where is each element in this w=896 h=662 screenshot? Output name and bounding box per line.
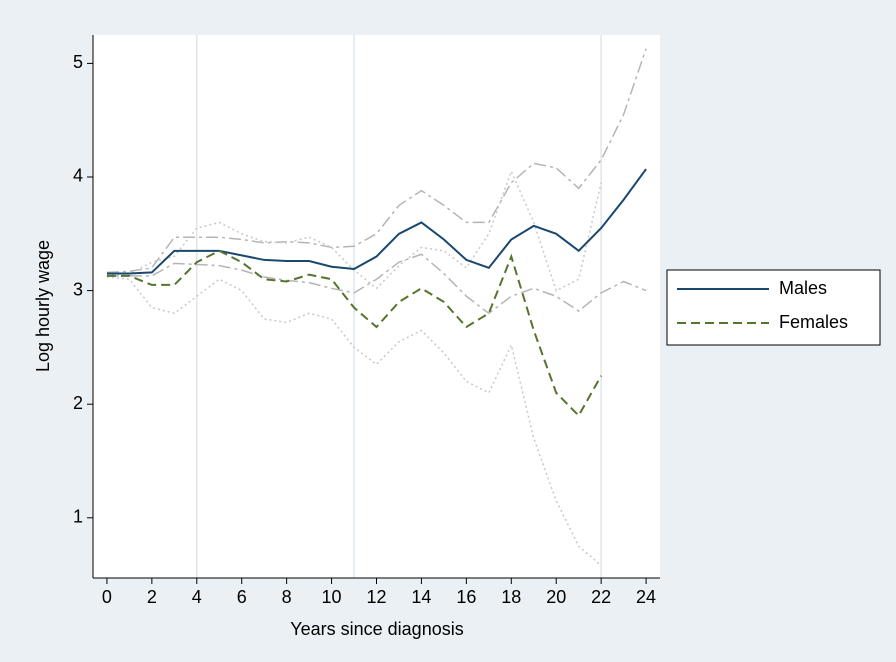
x-tick-label: 24	[636, 587, 656, 607]
x-tick-label: 8	[282, 587, 292, 607]
x-axis-title: Years since diagnosis	[290, 619, 463, 639]
x-tick-label: 20	[546, 587, 566, 607]
legend-box	[666, 269, 881, 346]
x-tick-label: 22	[591, 587, 611, 607]
series-line	[106, 276, 602, 567]
series-line	[106, 253, 647, 315]
y-tick-label: 3	[73, 279, 83, 299]
x-tick-label: 18	[501, 587, 521, 607]
x-tick-label: 10	[322, 587, 342, 607]
x-tick-label: 14	[411, 587, 431, 607]
x-tick-label: 6	[237, 587, 247, 607]
series-line	[106, 168, 647, 275]
x-tick-label: 0	[102, 587, 112, 607]
y-axis-title: Log hourly wage	[33, 240, 53, 372]
legend-label: Males	[779, 278, 827, 298]
x-tick-label: 12	[366, 587, 386, 607]
series-line	[106, 169, 602, 292]
y-tick-label: 4	[73, 166, 83, 186]
series-line	[106, 249, 603, 418]
x-tick-label: 4	[192, 587, 202, 607]
x-tick-label: 2	[147, 587, 157, 607]
y-tick-label: 2	[73, 393, 83, 413]
legend-label: Females	[779, 312, 848, 332]
x-tick-label: 16	[456, 587, 476, 607]
plot-area	[93, 35, 660, 578]
y-tick-label: 5	[73, 52, 83, 72]
y-tick-label: 1	[73, 507, 83, 527]
